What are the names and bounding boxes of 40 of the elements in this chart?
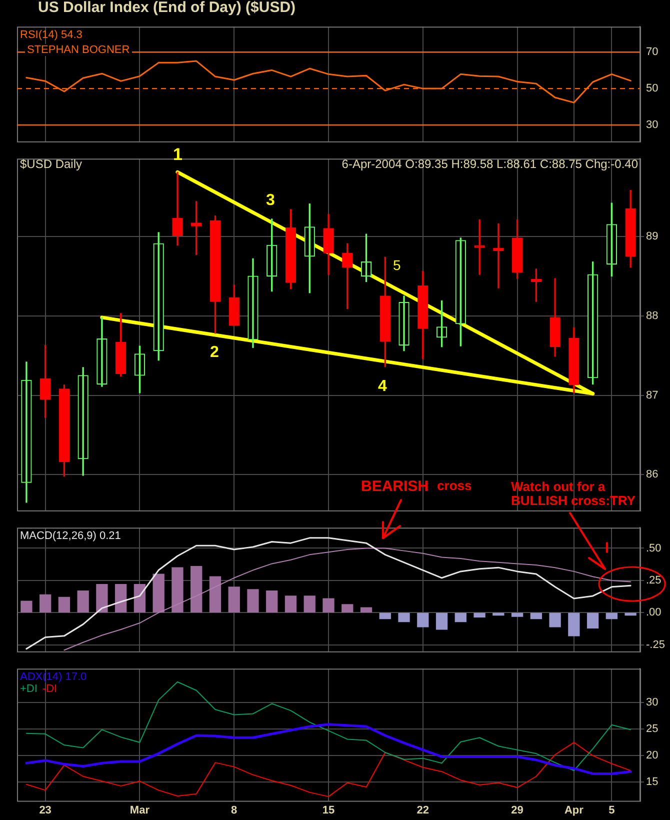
annotation: 4 <box>378 378 387 396</box>
y-tick-label: 15 <box>646 776 658 788</box>
y-tick-label: 30 <box>646 696 658 709</box>
y-tick-label: .50 <box>646 542 662 554</box>
x-tick-label: 29 <box>511 804 524 816</box>
x-tick-label: 8 <box>231 804 238 816</box>
y-tick-label: .25 <box>646 574 662 587</box>
text: MACD(12,26,9) 0.21 <box>20 530 121 542</box>
annotation: Watch out for a BULLISH cross:TRY <box>511 479 636 509</box>
y-tick-label: 20 <box>646 750 658 762</box>
annotation: STEPHAN BOGNER <box>25 44 132 56</box>
x-tick-label: Mar <box>130 804 150 816</box>
y-tick-label: 25 <box>646 723 658 736</box>
y-tick-label: .00 <box>646 606 662 619</box>
chart-title: $USD Daily <box>20 157 82 172</box>
x-tick-label: 15 <box>322 804 335 816</box>
x-tick-label: 23 <box>39 804 52 816</box>
x-tick-label: Apr <box>564 804 584 816</box>
chart-title: US Dollar Index (End of Day) ($USD) <box>38 0 296 16</box>
annotation: 2 <box>210 344 219 362</box>
y-tick-label: 30 <box>646 119 658 132</box>
annotation: cross <box>437 478 472 494</box>
x-tick-label: 5 <box>608 804 615 816</box>
x-tick-label: 22 <box>416 804 430 816</box>
y-tick-label: 89 <box>646 230 658 242</box>
y-tick-label: 70 <box>646 46 658 58</box>
text: RSI(14) 54.3 <box>20 29 82 42</box>
text: ADX(14) 17.0 <box>20 671 87 684</box>
y-tick-label: 86 <box>646 468 658 481</box>
annotation: 3 <box>266 192 275 210</box>
annotation: BEARISH <box>361 478 429 496</box>
y-tick-label: 87 <box>646 389 658 402</box>
y-tick-label: 88 <box>646 310 658 322</box>
annotation: 5 <box>393 257 401 274</box>
y-tick-label: 50 <box>646 82 658 95</box>
text: +DI <box>20 683 38 696</box>
annotation: 6-Apr-2004 O:89.35 H:89.58 L:88.61 C:88.75 Chg:-0.40 <box>342 157 638 172</box>
text: -DI <box>42 683 58 696</box>
y-tick-label: -.25 <box>646 638 665 651</box>
annotation: 1 <box>173 145 182 165</box>
